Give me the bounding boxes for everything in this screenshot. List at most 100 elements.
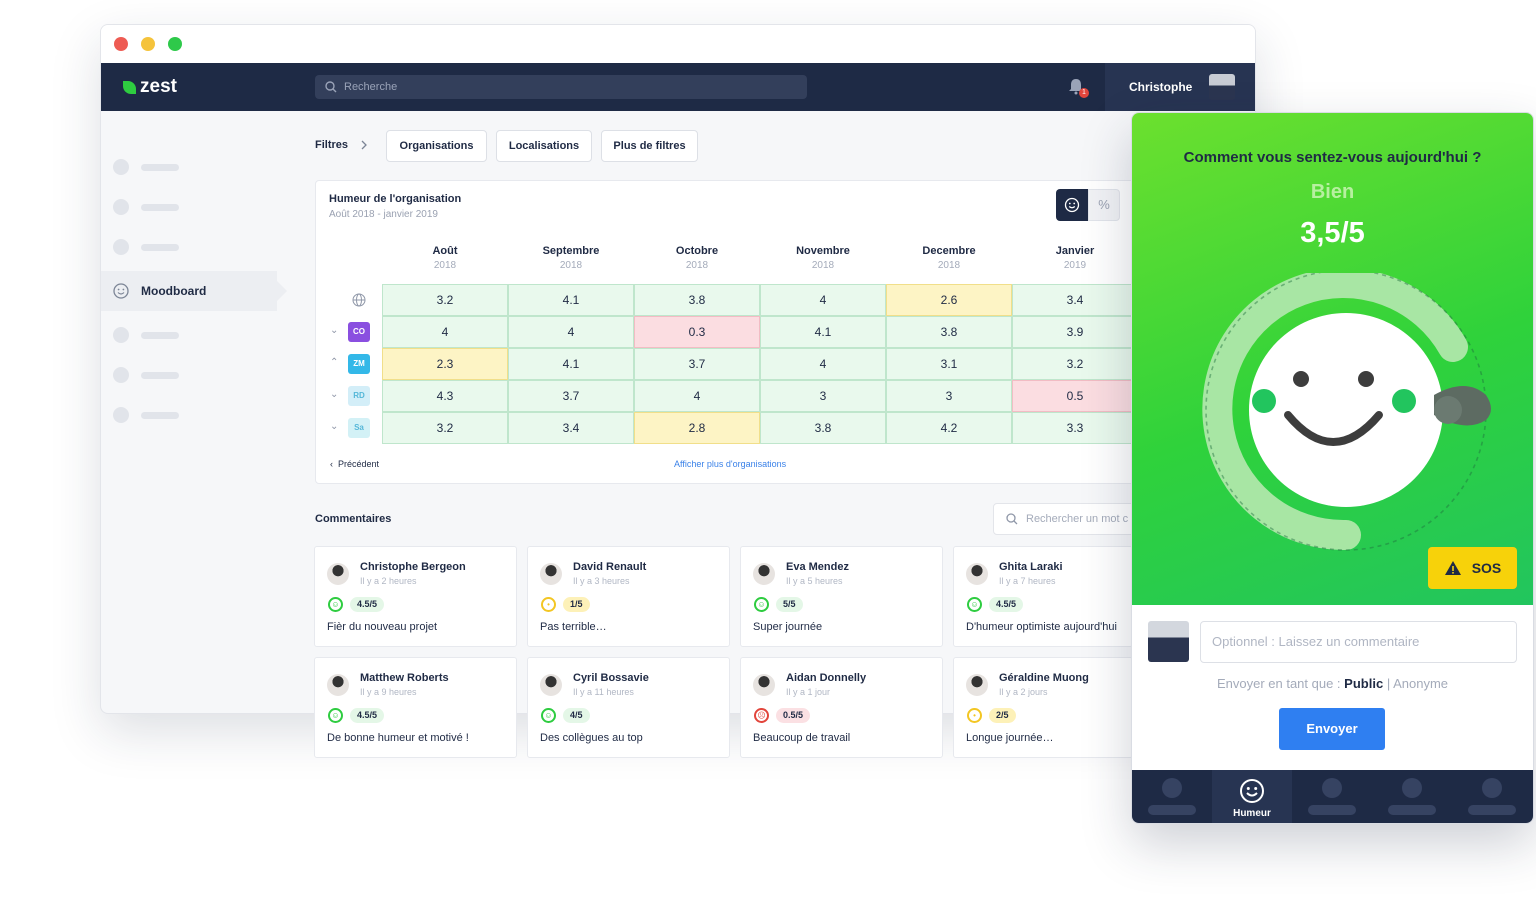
filter-organisations-button[interactable]: Organisations: [386, 130, 487, 162]
sos-button[interactable]: SOS: [1428, 547, 1517, 589]
maximize-window-button[interactable]: [168, 37, 182, 51]
chevron-down-icon[interactable]: ⌄: [330, 421, 339, 432]
chevron-down-icon[interactable]: ⌄: [330, 389, 339, 400]
mobile-mood-panel: Comment vous sentez-vous aujourd'hui ? B…: [1131, 112, 1534, 824]
avatar: [966, 563, 988, 585]
mood-cell[interactable]: 3: [760, 380, 886, 412]
month-name: Septembre: [542, 245, 600, 257]
mood-cell[interactable]: 3.1: [886, 348, 1012, 380]
sidebar-item-moodboard[interactable]: Moodboard: [101, 271, 287, 311]
view-mood-toggle[interactable]: [1056, 189, 1088, 221]
mood-cell[interactable]: 4: [508, 316, 634, 348]
comment-time: Il y a 5 heures: [786, 576, 843, 586]
organisation-tag: RD: [348, 386, 370, 406]
comments-search-input[interactable]: Rechercher un mot c: [993, 503, 1153, 535]
mood-cell[interactable]: 4: [760, 284, 886, 316]
mood-cell[interactable]: 0.5: [1012, 380, 1138, 412]
sidebar-item-5[interactable]: [113, 315, 277, 355]
close-window-button[interactable]: [114, 37, 128, 51]
comment-card[interactable]: Christophe Bergeon Il y a 2 heures ☺ 4.5/5 F…: [314, 546, 517, 647]
comment-text: Pas terrible…: [540, 621, 607, 633]
previous-link[interactable]: ‹ Précédent: [330, 459, 380, 469]
comment-card[interactable]: Matthew Roberts Il y a 9 heures ☺ 4.5/5 De b…: [314, 657, 517, 758]
sidebar-item-3[interactable]: [113, 227, 277, 267]
comment-card[interactable]: Ghita Laraki Il y a 7 heures ☺ 4.5/5 D'humeu…: [953, 546, 1133, 647]
tab-1[interactable]: [1132, 770, 1212, 823]
comment-card[interactable]: Géraldine Muong Il y a 2 jours • 2/5 Longue …: [953, 657, 1133, 758]
comment-text: Des collègues au top: [540, 732, 643, 744]
mood-cell[interactable]: 3.8: [760, 412, 886, 444]
mood-cell[interactable]: 0.3: [634, 316, 760, 348]
chevron-up-icon[interactable]: ⌃: [330, 357, 339, 368]
organisation-tag: CO: [348, 322, 370, 342]
leaf-icon: [123, 80, 136, 94]
mood-cell[interactable]: 2.6: [886, 284, 1012, 316]
mood-cell[interactable]: 2.8: [634, 412, 760, 444]
mood-cell[interactable]: 4: [634, 380, 760, 412]
tab-label: Humeur: [1233, 808, 1271, 819]
mood-cell[interactable]: 3.8: [886, 316, 1012, 348]
user-menu[interactable]: Christophe: [1105, 63, 1255, 111]
mood-cell[interactable]: 3.9: [1012, 316, 1138, 348]
comment-time: Il y a 11 heures: [573, 687, 634, 697]
month-year: 2018: [433, 260, 457, 271]
app-logo[interactable]: zest: [123, 76, 177, 98]
tab-4[interactable]: [1372, 770, 1452, 823]
mood-good-icon: ☺: [541, 708, 556, 723]
view-percent-toggle[interactable]: %: [1088, 189, 1120, 221]
mood-cell[interactable]: 3.7: [508, 380, 634, 412]
send-as-separator: |: [1386, 676, 1391, 691]
organisation-tag: Sa: [348, 418, 370, 438]
filter-localisations-button[interactable]: Localisations: [496, 130, 592, 162]
filter-more-button[interactable]: Plus de filtres: [601, 130, 698, 162]
tab-5[interactable]: [1452, 770, 1532, 823]
comment-score: 4.5/5: [989, 597, 1024, 612]
mood-cell[interactable]: 4.1: [760, 316, 886, 348]
mood-cell[interactable]: 3.4: [508, 412, 634, 444]
sidebar-item-7[interactable]: [113, 395, 277, 435]
comment-card[interactable]: David Renault Il y a 3 heures • 1/5 Pas terr…: [527, 546, 730, 647]
mood-cell[interactable]: 3.2: [1012, 348, 1138, 380]
comment-author: Géraldine Muong: [999, 672, 1089, 684]
send-as-public-option[interactable]: Public: [1344, 676, 1384, 691]
send-as-anonymous-option[interactable]: Anonyme: [1393, 676, 1449, 691]
comment-time: Il y a 9 heures: [360, 687, 417, 697]
global-search-input[interactable]: Recherche: [315, 75, 807, 99]
mood-cell[interactable]: 3.7: [634, 348, 760, 380]
mood-cell[interactable]: 4.1: [508, 348, 634, 380]
tab-3[interactable]: [1292, 770, 1372, 823]
mood-cell[interactable]: 4.3: [382, 380, 508, 412]
mood-cell[interactable]: 4.1: [508, 284, 634, 316]
mood-cell[interactable]: 3.2: [382, 412, 508, 444]
user-name: Christophe: [1129, 80, 1193, 94]
notifications-button[interactable]: 1: [1067, 77, 1089, 98]
minimize-window-button[interactable]: [141, 37, 155, 51]
mood-cell[interactable]: 3: [886, 380, 1012, 412]
comment-card[interactable]: Eva Mendez Il y a 5 heures ☺ 5/5 Super journ…: [740, 546, 943, 647]
month-name: Novembre: [796, 245, 850, 257]
sidebar-item-2[interactable]: [113, 187, 277, 227]
tab-humeur[interactable]: Humeur: [1212, 770, 1292, 823]
comment-card[interactable]: Aidan Donnelly Il y a 1 jour ☹ 0.5/5 Beaucou…: [740, 657, 943, 758]
mood-cell[interactable]: 4: [760, 348, 886, 380]
comment-input[interactable]: Optionnel : Laissez un commentaire: [1200, 621, 1517, 663]
sidebar-item-6[interactable]: [113, 355, 277, 395]
comment-time: Il y a 7 heures: [999, 576, 1056, 586]
show-more-organisations-link[interactable]: Afficher plus d'organisations: [674, 459, 787, 469]
comment-time: Il y a 2 heures: [360, 576, 417, 586]
mood-cell[interactable]: 3.2: [382, 284, 508, 316]
mood-meh-icon: •: [541, 597, 556, 612]
mood-cell[interactable]: 4: [382, 316, 508, 348]
mood-good-icon: ☺: [754, 597, 769, 612]
mood-dial[interactable]: [1196, 273, 1496, 553]
mood-cell[interactable]: 4.2: [886, 412, 1012, 444]
mood-cell[interactable]: 3.3: [1012, 412, 1138, 444]
sidebar-item-1[interactable]: [113, 147, 277, 187]
mood-cell[interactable]: 2.3: [382, 348, 508, 380]
comment-card[interactable]: Cyril Bossavie Il y a 11 heures ☺ 4/5 Des co…: [527, 657, 730, 758]
send-button[interactable]: Envoyer: [1279, 708, 1385, 750]
mood-cell[interactable]: 3.4: [1012, 284, 1138, 316]
chevron-down-icon[interactable]: ⌄: [330, 325, 339, 336]
search-icon: [325, 81, 337, 93]
mood-cell[interactable]: 3.8: [634, 284, 760, 316]
